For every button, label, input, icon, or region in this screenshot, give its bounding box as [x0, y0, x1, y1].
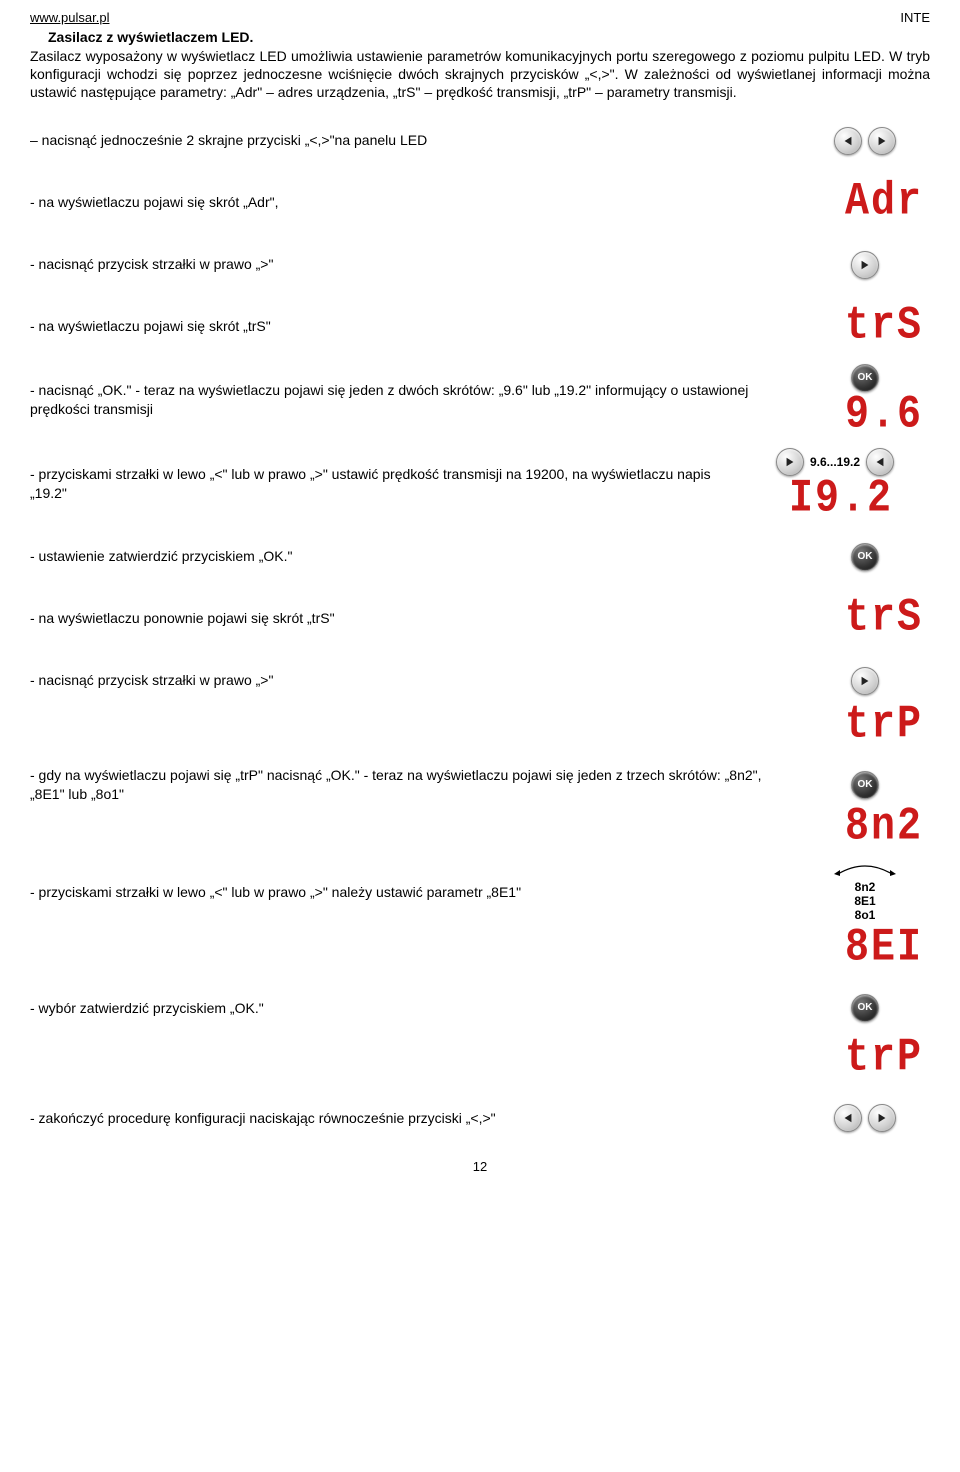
step-row: – nacisnąć jednocześnie 2 skrajne przyci… — [30, 116, 930, 166]
step-row: trP — [30, 706, 930, 746]
led-display: trP — [807, 703, 923, 749]
led-display: 8EI — [807, 926, 923, 972]
step-text: - przyciskami strzałki w lewo „<" lub w … — [30, 883, 800, 901]
section-title: Zasilacz z wyświetlaczem LED. — [48, 29, 930, 45]
led-display: 8n2 — [807, 805, 923, 851]
led-display: trP — [807, 1036, 923, 1082]
step-text: - zakończyć procedurę konfiguracji nacis… — [30, 1109, 800, 1127]
step-row: - ustawienie zatwierdzić przyciskiem „OK… — [30, 532, 930, 582]
step-text: - na wyświetlaczu ponownie pojawi się sk… — [30, 609, 800, 627]
ok-button[interactable]: OK — [851, 364, 879, 392]
ok-button[interactable]: OK — [851, 994, 879, 1022]
step-text: - wybór zatwierdzić przyciskiem „OK." — [30, 999, 800, 1017]
step-row: 8EI — [30, 929, 930, 969]
step-text: - na wyświetlaczu pojawi się skrót „trS" — [30, 317, 800, 335]
header-right: INTE — [900, 10, 930, 25]
step-text: - nacisnąć przycisk strzałki w prawo „>" — [30, 671, 800, 689]
step-row: - na wyświetlaczu ponownie pojawi się sk… — [30, 594, 930, 644]
step-visual — [800, 1104, 930, 1132]
step-visual: OK — [800, 771, 930, 799]
step-visual: 8n2 — [800, 808, 930, 848]
step-text: - nacisnąć „OK." - teraz na wyświetlaczu… — [30, 381, 800, 417]
led-display: I9.2 — [777, 477, 893, 523]
ok-button[interactable]: OK — [851, 543, 879, 571]
step-visual: 8n28E18o1 — [800, 862, 930, 923]
step-visual: Adr — [800, 183, 930, 223]
step-row: - wybór zatwierdzić przyciskiem „OK." OK — [30, 983, 930, 1033]
step-visual: OK9.6 — [800, 364, 930, 436]
step-text: – nacisnąć jednocześnie 2 skrajne przyci… — [30, 131, 800, 149]
arrow-left-button[interactable] — [866, 448, 894, 476]
header-url[interactable]: www.pulsar.pl — [30, 10, 109, 25]
step-row: 8n2 — [30, 808, 930, 848]
arrow-right-button[interactable] — [868, 1104, 896, 1132]
step-visual: trS — [800, 307, 930, 347]
param-list: 8n28E18o1 — [854, 880, 875, 923]
step-text: - na wyświetlaczu pojawi się skrót „Adr"… — [30, 193, 800, 211]
step-visual: trS — [800, 599, 930, 639]
page-header: www.pulsar.pl INTE — [30, 10, 930, 25]
range-caption: 9.6...19.2 — [810, 455, 860, 469]
step-text: - przyciskami strzałki w lewo „<" lub w … — [30, 465, 740, 501]
intro-paragraph: Zasilacz wyposażony w wyświetlacz LED um… — [30, 47, 930, 102]
step-row: - nacisnąć przycisk strzałki w prawo „>" — [30, 240, 930, 290]
ok-button[interactable]: OK — [851, 771, 879, 799]
step-text: - nacisnąć przycisk strzałki w prawo „>" — [30, 255, 800, 273]
step-row: - nacisnąć przycisk strzałki w prawo „>" — [30, 656, 930, 706]
step-visual: trP — [800, 706, 930, 746]
step-visual: OK — [800, 543, 930, 571]
led-display: trS — [807, 596, 923, 642]
cycle-arrow-icon — [830, 862, 900, 876]
step-row: trP — [30, 1039, 930, 1079]
led-display: Adr — [807, 180, 923, 226]
step-visual — [800, 251, 930, 279]
led-display: trS — [807, 304, 923, 350]
step-row: - na wyświetlaczu pojawi się skrót „trS"… — [30, 302, 930, 352]
step-visual: trP — [800, 1039, 930, 1079]
step-row: - gdy na wyświetlaczu pojawi się „trP" n… — [30, 760, 930, 810]
step-text: - gdy na wyświetlaczu pojawi się „trP" n… — [30, 766, 800, 802]
arrow-left-button[interactable] — [834, 127, 862, 155]
step-row: - zakończyć procedurę konfiguracji nacis… — [30, 1093, 930, 1143]
step-visual: 8EI — [800, 929, 930, 969]
arrow-right-button[interactable] — [851, 251, 879, 279]
step-visual — [800, 667, 930, 695]
step-text: - ustawienie zatwierdzić przyciskiem „OK… — [30, 547, 800, 565]
arrow-right-button[interactable] — [868, 127, 896, 155]
step-visual: 9.6...19.2 I9.2 — [740, 448, 930, 520]
step-row: - przyciskami strzałki w lewo „<" lub w … — [30, 862, 930, 923]
step-visual: OK — [800, 994, 930, 1022]
arrow-left-button[interactable] — [834, 1104, 862, 1132]
step-row: - na wyświetlaczu pojawi się skrót „Adr"… — [30, 178, 930, 228]
arrow-right-button[interactable] — [776, 448, 804, 476]
step-row: - nacisnąć „OK." - teraz na wyświetlaczu… — [30, 364, 930, 436]
led-display: 9.6 — [807, 393, 923, 439]
arrow-right-button[interactable] — [851, 667, 879, 695]
step-row: - przyciskami strzałki w lewo „<" lub w … — [30, 448, 930, 520]
page-number: 12 — [30, 1159, 930, 1174]
step-visual — [800, 127, 930, 155]
